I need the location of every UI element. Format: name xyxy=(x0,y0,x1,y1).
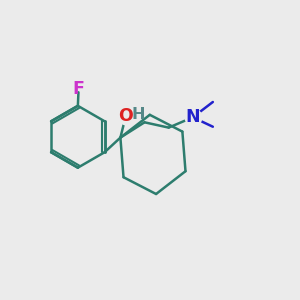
Text: F: F xyxy=(73,80,84,98)
Text: H: H xyxy=(131,106,145,122)
Text: O: O xyxy=(118,107,133,125)
Text: N: N xyxy=(185,108,200,126)
